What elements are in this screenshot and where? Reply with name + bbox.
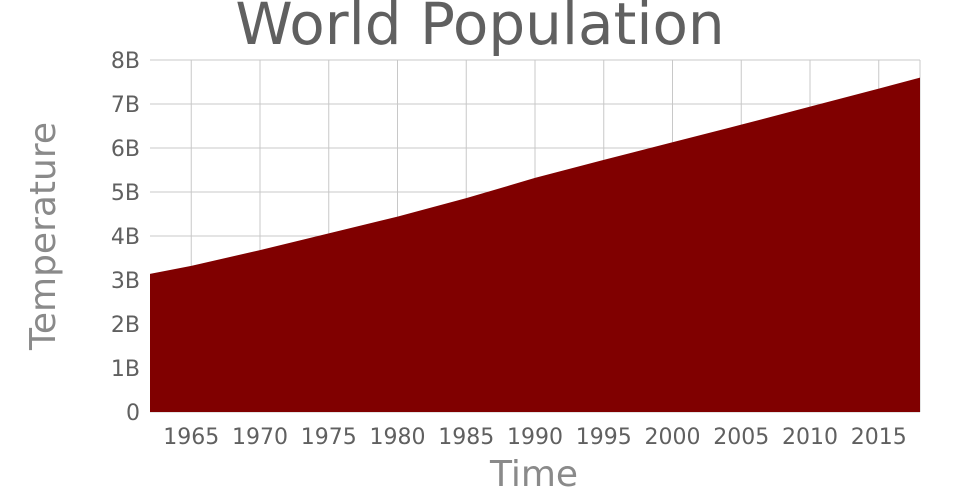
y-axis-labels: 0 1B 2B 3B 4B 5B 6B 7B 8B bbox=[111, 49, 140, 426]
y-tick-label: 4B bbox=[111, 225, 140, 250]
x-tick-label: 2015 bbox=[851, 425, 907, 450]
y-tick-label: 0 bbox=[126, 401, 140, 426]
y-tick-label: 5B bbox=[111, 181, 140, 206]
x-axis-title: Time bbox=[489, 454, 578, 495]
x-tick-label: 1985 bbox=[438, 425, 494, 450]
x-tick-label: 1975 bbox=[301, 425, 357, 450]
y-axis-title: Temperature bbox=[23, 122, 64, 351]
x-tick-label: 1965 bbox=[163, 425, 219, 450]
y-tick-label: 8B bbox=[111, 49, 140, 74]
x-tick-label: 2000 bbox=[645, 425, 701, 450]
x-tick-label: 2010 bbox=[782, 425, 838, 450]
x-tick-label: 1995 bbox=[576, 425, 632, 450]
chart-title: World Population bbox=[235, 0, 724, 58]
y-tick-label: 7B bbox=[111, 93, 140, 118]
x-axis-labels: 1965 1970 1975 1980 1985 1990 1995 2000 2005 2010… bbox=[163, 425, 907, 450]
y-tick-label: 6B bbox=[111, 137, 140, 162]
population-area-series bbox=[150, 77, 920, 412]
y-tick-label: 3B bbox=[111, 269, 140, 294]
y-tick-label: 2B bbox=[111, 313, 140, 338]
x-tick-label: 1980 bbox=[370, 425, 426, 450]
y-tick-label: 1B bbox=[111, 357, 140, 382]
x-tick-label: 1990 bbox=[507, 425, 563, 450]
x-tick-label: 2005 bbox=[713, 425, 769, 450]
x-tick-label: 1970 bbox=[232, 425, 288, 450]
